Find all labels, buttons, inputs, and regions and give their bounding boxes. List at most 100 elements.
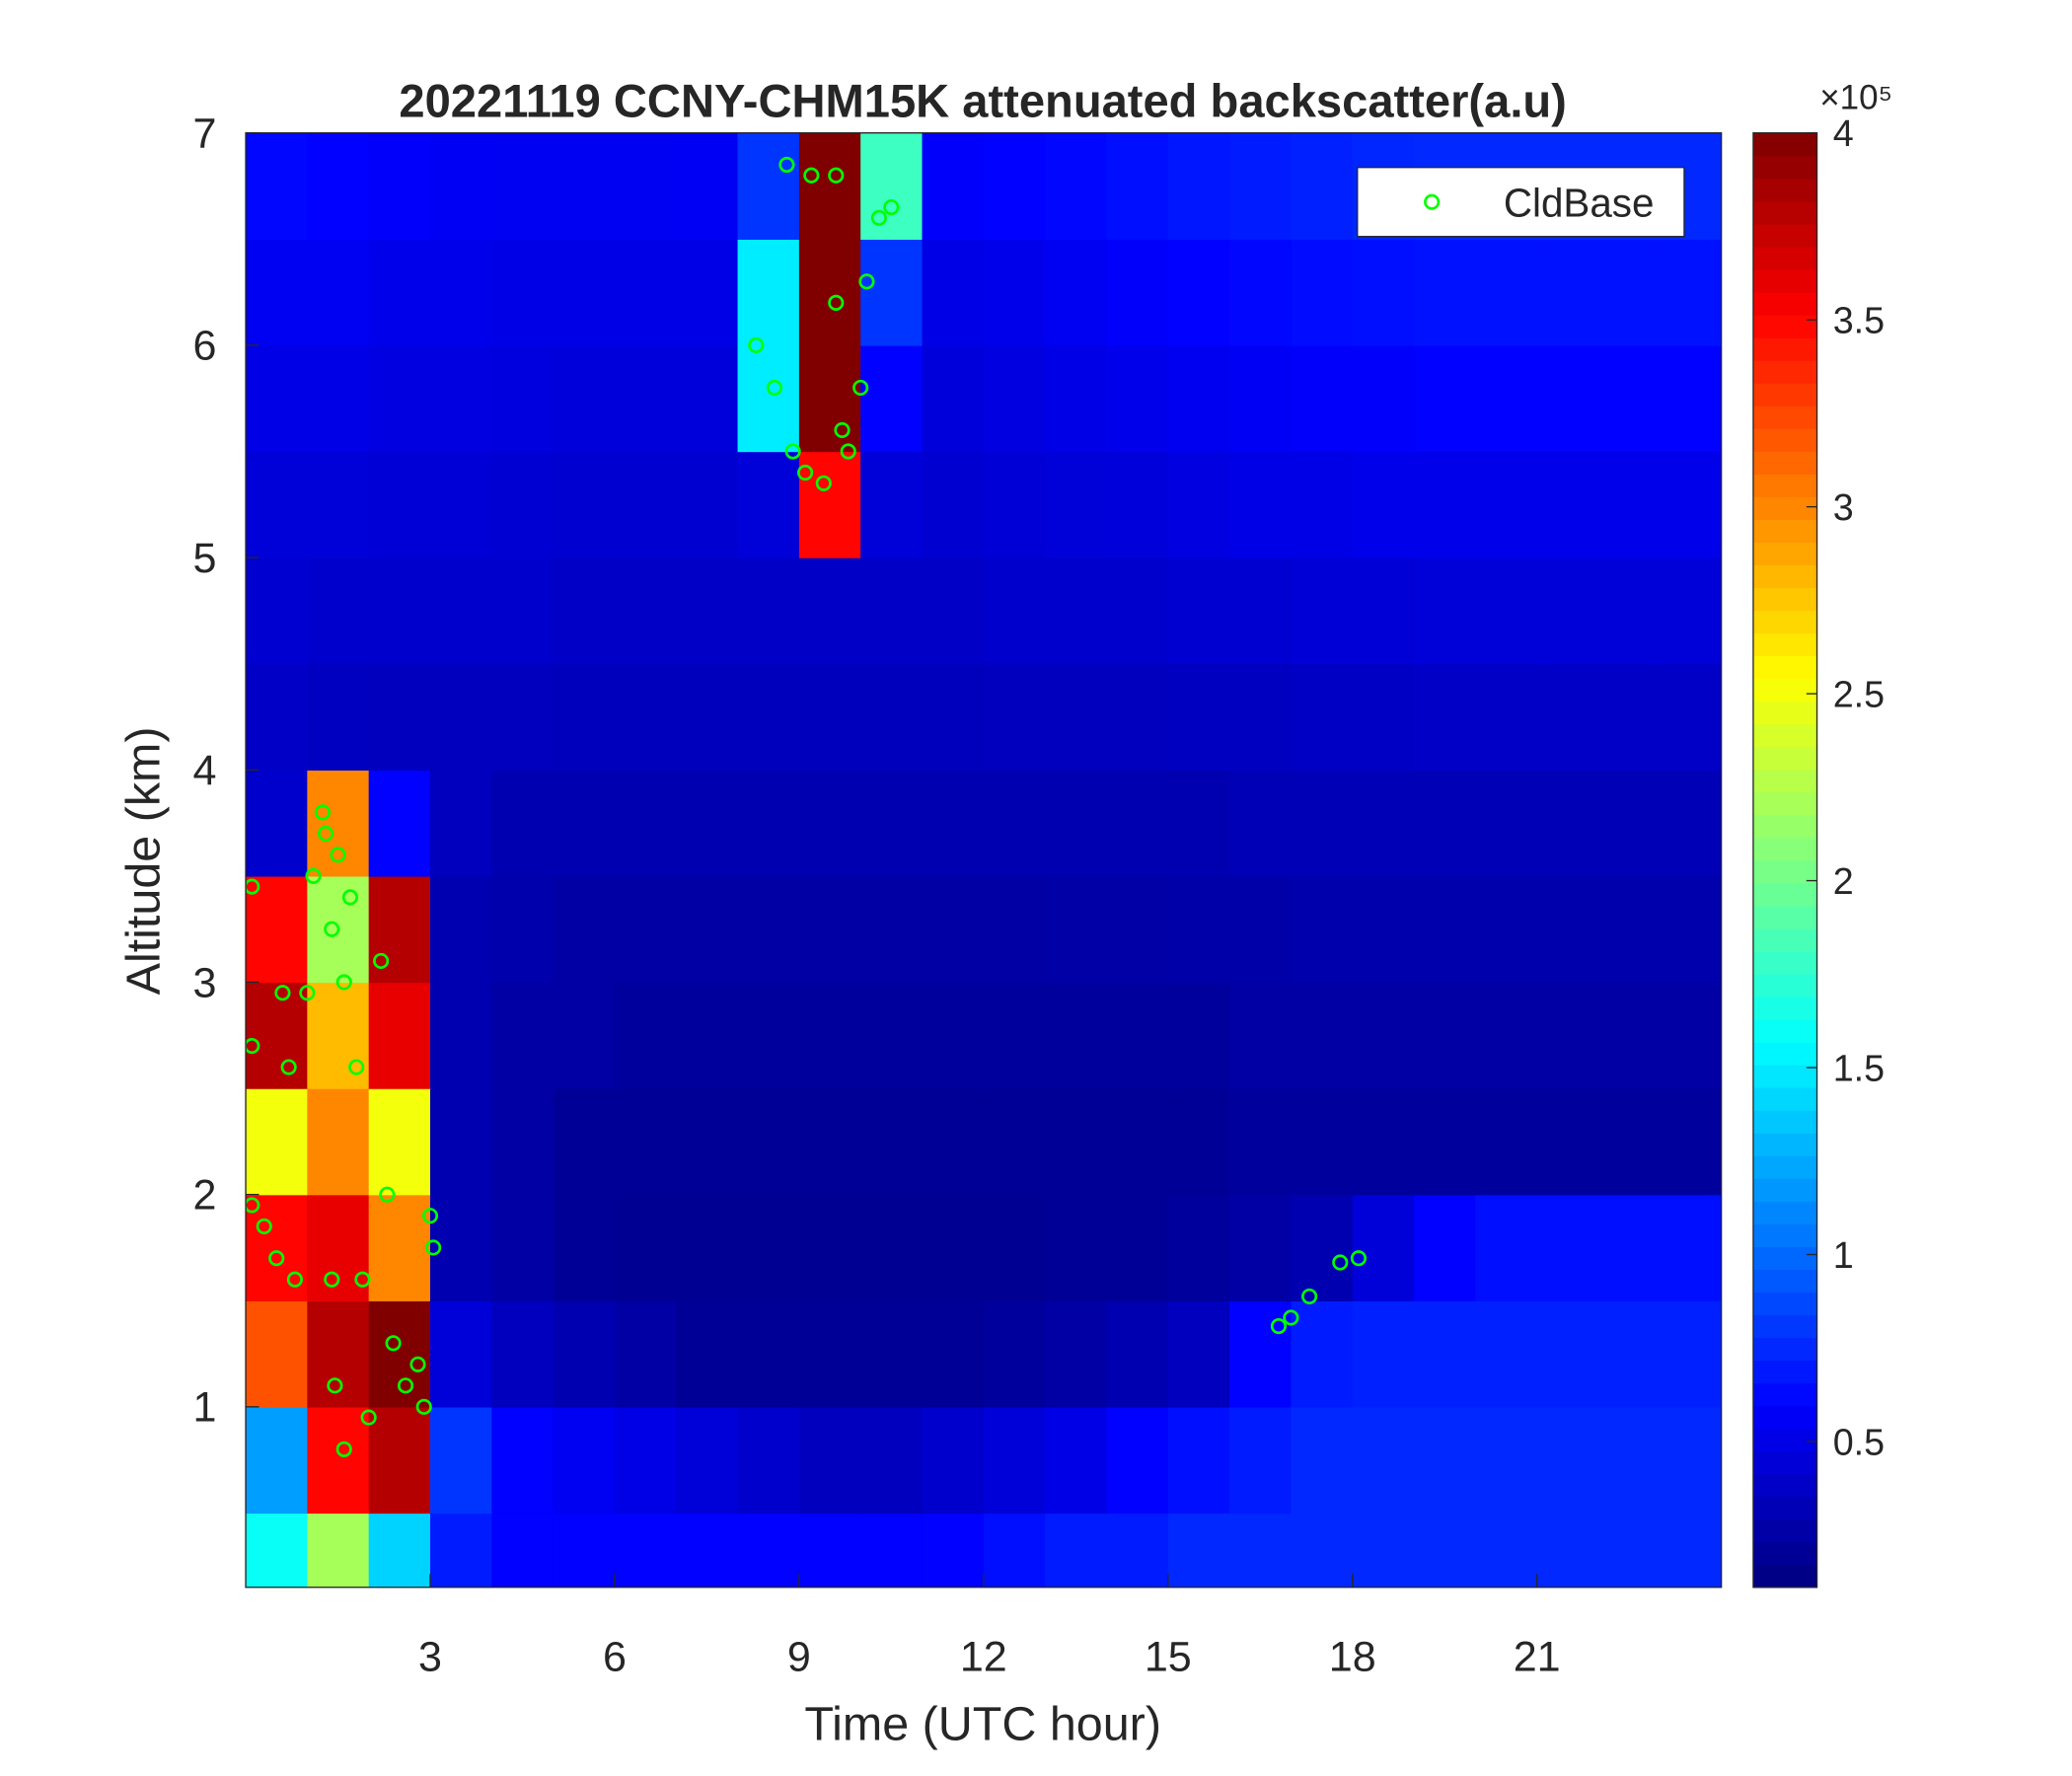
heatmap-cell bbox=[1597, 770, 1661, 877]
heatmap-cell bbox=[860, 663, 924, 771]
heatmap-cell bbox=[614, 557, 677, 665]
x-tick-label: 9 bbox=[787, 1634, 811, 1681]
heatmap-cell bbox=[1352, 239, 1415, 346]
heatmap-cell bbox=[1045, 1406, 1108, 1515]
heatmap-cell bbox=[922, 663, 985, 771]
heatmap-cell bbox=[429, 344, 492, 453]
heatmap-cell bbox=[1352, 875, 1415, 984]
cloud-base-point bbox=[778, 156, 795, 174]
heatmap-cell bbox=[1229, 982, 1293, 1089]
heatmap-cell bbox=[553, 451, 616, 558]
heatmap-cell bbox=[860, 239, 924, 346]
heatmap-cell bbox=[1352, 1406, 1415, 1515]
heatmap-cell bbox=[1414, 875, 1477, 984]
heatmap-cell bbox=[922, 770, 985, 877]
heatmap-cell bbox=[1414, 1406, 1477, 1515]
colorbar-swatch bbox=[1752, 360, 1817, 384]
heatmap-cell bbox=[983, 770, 1046, 877]
colorbar-swatch bbox=[1752, 1428, 1817, 1452]
heatmap-cell bbox=[614, 1406, 677, 1515]
heatmap-cell bbox=[737, 770, 800, 877]
heatmap-cell bbox=[1045, 982, 1108, 1089]
heatmap-cell bbox=[1106, 344, 1169, 453]
cloud-base-point bbox=[852, 379, 869, 397]
heatmap-cell bbox=[246, 557, 309, 665]
heatmap-cell bbox=[798, 663, 861, 771]
colorbar-swatch bbox=[1752, 632, 1817, 657]
heatmap-cell bbox=[1229, 1300, 1293, 1408]
heatmap-cell bbox=[1291, 1194, 1354, 1301]
colorbar-swatch bbox=[1752, 905, 1817, 929]
colorbar-swatch bbox=[1752, 1405, 1817, 1430]
heatmap-cell bbox=[1106, 132, 1169, 240]
x-tick-label: 6 bbox=[603, 1634, 627, 1681]
colorbar-swatch bbox=[1752, 973, 1817, 998]
heatmap-cell bbox=[368, 1194, 431, 1301]
heatmap-cell bbox=[1167, 982, 1230, 1089]
heatmap-cell bbox=[553, 982, 616, 1089]
y-tick-label: 6 bbox=[192, 323, 216, 370]
y-tick-label: 2 bbox=[192, 1171, 216, 1219]
heatmap-cell bbox=[368, 1406, 431, 1515]
heatmap-cell bbox=[1536, 557, 1599, 665]
heatmap-cell bbox=[1106, 770, 1169, 877]
colorbar-swatch bbox=[1752, 1041, 1817, 1066]
heatmap-cell bbox=[491, 1300, 555, 1408]
heatmap-cell bbox=[1045, 1088, 1108, 1196]
cloud-base-point bbox=[834, 421, 851, 439]
heatmap-cell bbox=[246, 239, 309, 346]
heatmap-cell bbox=[922, 1513, 985, 1588]
heatmap-cell bbox=[553, 1088, 616, 1196]
heatmap-cell bbox=[429, 982, 492, 1089]
heatmap-cell bbox=[1106, 1300, 1169, 1408]
heatmap-cell bbox=[860, 982, 924, 1089]
colorbar-tick-label: 2.5 bbox=[1833, 674, 1885, 715]
heatmap-cell bbox=[614, 1088, 677, 1196]
heatmap-cell bbox=[1475, 875, 1538, 984]
heatmap-cell bbox=[614, 875, 677, 984]
heatmap-cell bbox=[1352, 1088, 1415, 1196]
heatmap-cell bbox=[1414, 1088, 1477, 1196]
colorbar-swatch bbox=[1752, 1450, 1817, 1475]
heatmap-cell bbox=[368, 1300, 431, 1408]
colorbar-swatch bbox=[1752, 1155, 1817, 1179]
heatmap-cell bbox=[491, 451, 555, 558]
heatmap-cell bbox=[676, 557, 739, 665]
heatmap-cell bbox=[429, 1513, 492, 1588]
colorbar-swatch bbox=[1752, 474, 1817, 497]
heatmap-cell bbox=[1597, 663, 1661, 771]
heatmap-cell bbox=[429, 1088, 492, 1196]
colorbar-swatch bbox=[1752, 882, 1817, 907]
heatmap-cell bbox=[307, 1088, 370, 1196]
heatmap-cell bbox=[1229, 1194, 1293, 1301]
heatmap-cell bbox=[614, 982, 677, 1089]
legend-box bbox=[1357, 167, 1685, 238]
colorbar-swatch bbox=[1752, 723, 1817, 748]
heatmap-cell bbox=[614, 239, 677, 346]
heatmap-cell bbox=[429, 239, 492, 346]
heatmap-cell bbox=[1291, 451, 1354, 558]
heatmap-cell bbox=[860, 132, 924, 240]
heatmap-cell bbox=[1291, 557, 1354, 665]
heatmap-cell bbox=[1352, 451, 1415, 558]
heatmap-cell bbox=[1660, 770, 1722, 877]
heatmap-cell bbox=[368, 770, 431, 877]
heatmap-cell bbox=[983, 557, 1046, 665]
colorbar-swatch bbox=[1752, 1269, 1817, 1294]
heatmap-cell bbox=[307, 132, 370, 240]
heatmap-cell bbox=[1352, 982, 1415, 1089]
heatmap-cell bbox=[1291, 1088, 1354, 1196]
cloud-base-point bbox=[373, 952, 390, 970]
heatmap-cell bbox=[1536, 875, 1599, 984]
heatmap-cell bbox=[429, 557, 492, 665]
heatmap-cell bbox=[798, 1406, 861, 1515]
colorbar-swatch bbox=[1752, 678, 1817, 703]
heatmap-cell bbox=[1352, 663, 1415, 771]
heatmap-cell bbox=[491, 132, 555, 240]
cloud-base-point bbox=[1270, 1317, 1288, 1335]
heatmap-cell bbox=[1660, 1300, 1722, 1408]
heatmap-cell bbox=[1045, 1194, 1108, 1301]
heatmap-cell bbox=[922, 1088, 985, 1196]
y-tick-label: 5 bbox=[192, 535, 216, 582]
heatmap-cell bbox=[922, 982, 985, 1089]
